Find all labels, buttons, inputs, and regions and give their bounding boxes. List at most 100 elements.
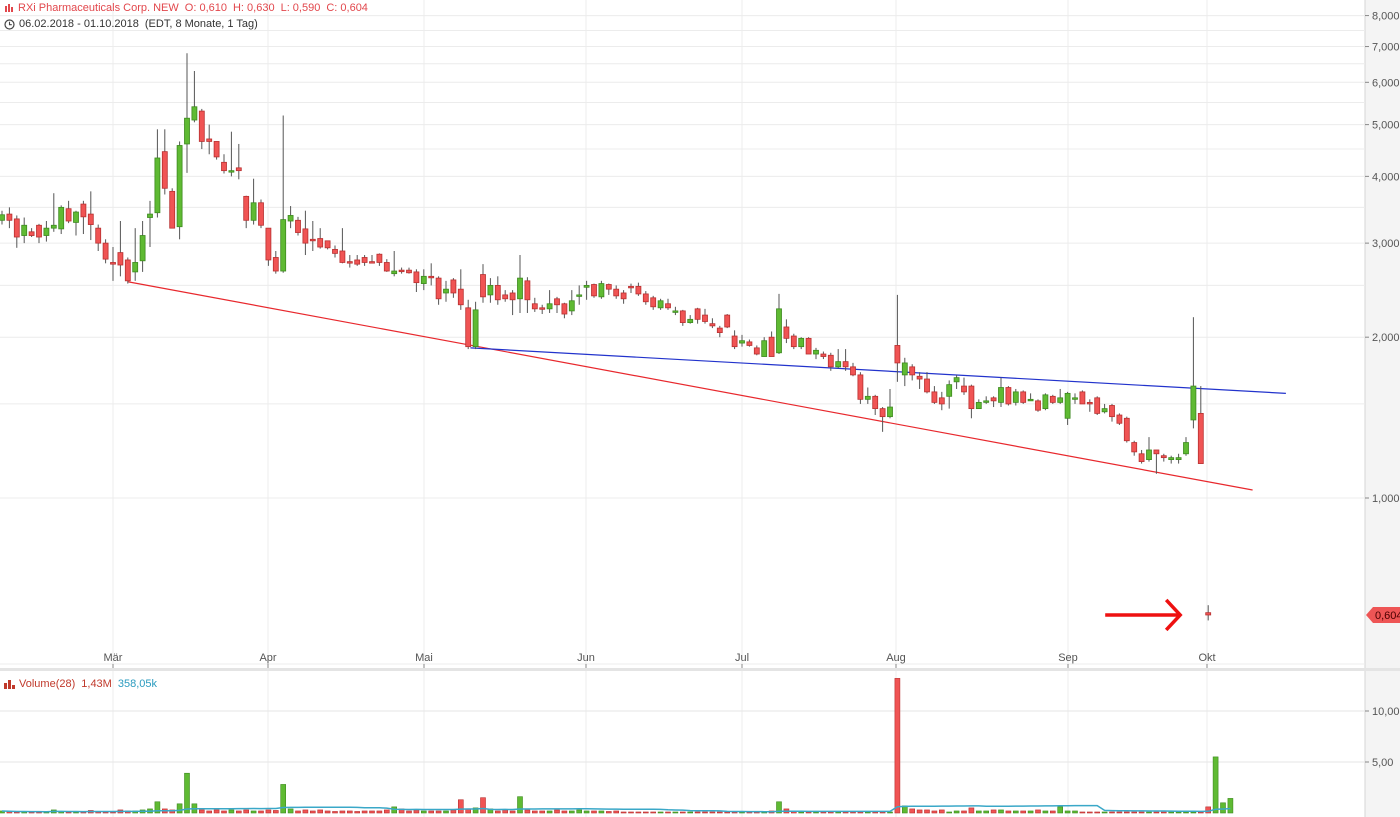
volume-bar xyxy=(953,810,960,814)
candle xyxy=(953,374,960,389)
red-arrow-annotation xyxy=(1105,598,1183,632)
candle xyxy=(679,309,686,326)
volume-bar xyxy=(406,810,412,814)
candle xyxy=(235,143,242,180)
candle-body-up xyxy=(58,206,65,230)
candle-body-up xyxy=(687,318,694,323)
candle xyxy=(1138,449,1145,464)
volume-bar xyxy=(1079,811,1086,814)
x-tick-label: Sep xyxy=(1058,652,1078,664)
candle xyxy=(443,280,449,302)
candle xyxy=(665,298,671,310)
candle-body-up xyxy=(975,401,982,410)
volume-ma-value: 358,05k xyxy=(117,678,157,690)
candle xyxy=(946,380,953,409)
volume-bar xyxy=(346,810,353,814)
candle xyxy=(694,307,701,324)
candle xyxy=(628,283,634,293)
volume-legend: Volume(28) 1,43M 358,05k xyxy=(4,678,157,690)
volume-bar xyxy=(480,797,486,814)
candle xyxy=(554,296,560,313)
candle xyxy=(887,388,893,419)
candle-body-down xyxy=(1205,612,1212,616)
support-trendline xyxy=(127,281,1253,491)
volume-bar xyxy=(1109,811,1115,814)
candle xyxy=(620,290,627,304)
volume-bar xyxy=(561,810,568,814)
x-tick-label: Apr xyxy=(259,652,276,664)
candle xyxy=(1101,403,1108,414)
candle-body-down xyxy=(827,354,834,368)
candle-body-up xyxy=(73,211,79,223)
volume-bar xyxy=(635,811,642,814)
candle-body-down xyxy=(309,238,316,242)
volume-bar xyxy=(1124,811,1130,814)
candle-body-down xyxy=(1160,455,1167,459)
candle-body-down xyxy=(968,385,975,410)
candle-body-down xyxy=(909,366,916,376)
candle-body-up xyxy=(739,340,745,344)
candle-body-up xyxy=(517,277,523,300)
candle xyxy=(1027,393,1034,402)
candle-body-down xyxy=(620,292,627,300)
volume-tick-label: 10,00 xyxy=(1372,706,1400,718)
volume-bar xyxy=(716,811,723,814)
x-tick-label: Okt xyxy=(1198,652,1215,664)
low-value: L: 0,590 xyxy=(280,2,321,14)
chart-header-symbol: RXi Pharmaceuticals Corp. NEW O: 0,610 H: … xyxy=(4,2,374,14)
candle-body-down xyxy=(302,228,309,244)
volume-bar xyxy=(361,810,368,814)
price-axis-background xyxy=(1365,0,1400,817)
price-tag-label: 0,604 xyxy=(1375,610,1400,622)
candle-body-down xyxy=(1153,449,1160,455)
candle xyxy=(435,276,442,305)
candle xyxy=(0,210,5,225)
candle xyxy=(73,210,79,236)
candle-body-down xyxy=(206,138,213,142)
candle-body-down xyxy=(709,323,716,327)
candle-body-up xyxy=(583,285,590,288)
candle-body-down xyxy=(258,202,264,226)
candle-body-up xyxy=(1183,442,1189,455)
volume-bar xyxy=(332,811,338,814)
volume-bar xyxy=(309,810,316,814)
arrow-head xyxy=(1164,598,1183,632)
candle xyxy=(924,372,930,394)
candle-body-up xyxy=(1042,394,1049,410)
clock-icon xyxy=(4,18,15,30)
volume-bar xyxy=(169,809,175,814)
candle xyxy=(790,333,797,350)
candle xyxy=(1168,455,1175,464)
candle xyxy=(1123,416,1130,443)
candle xyxy=(672,306,679,316)
candle xyxy=(1183,437,1189,456)
candle-body-up xyxy=(1175,457,1182,461)
candle-body-up xyxy=(798,337,805,348)
candle-body-down xyxy=(80,203,87,218)
candle-body-down xyxy=(1086,401,1093,405)
candle-body-up xyxy=(147,213,153,218)
volume-bar xyxy=(0,810,5,814)
close-value: C: 0,604 xyxy=(326,2,368,14)
candle xyxy=(339,228,346,264)
candle xyxy=(768,331,775,357)
y-tick-label: 4,000 xyxy=(1372,171,1400,183)
candle-body-up xyxy=(1027,398,1034,402)
volume-ma-line xyxy=(1,804,1231,813)
y-tick-label: 7,000 xyxy=(1372,42,1400,54)
candle xyxy=(391,250,398,277)
volume-bar xyxy=(568,810,575,814)
candle-body-up xyxy=(776,308,782,354)
volume-bar xyxy=(176,803,183,814)
candle xyxy=(916,372,923,389)
volume-bar xyxy=(909,808,916,814)
volume-bar xyxy=(1190,811,1197,814)
candle xyxy=(1190,317,1197,429)
candle-body-down xyxy=(13,218,20,238)
bar-chart-icon xyxy=(4,679,15,689)
volume-bar xyxy=(1183,811,1189,814)
candle xyxy=(687,315,694,324)
candle xyxy=(369,255,375,264)
candle xyxy=(894,294,901,382)
